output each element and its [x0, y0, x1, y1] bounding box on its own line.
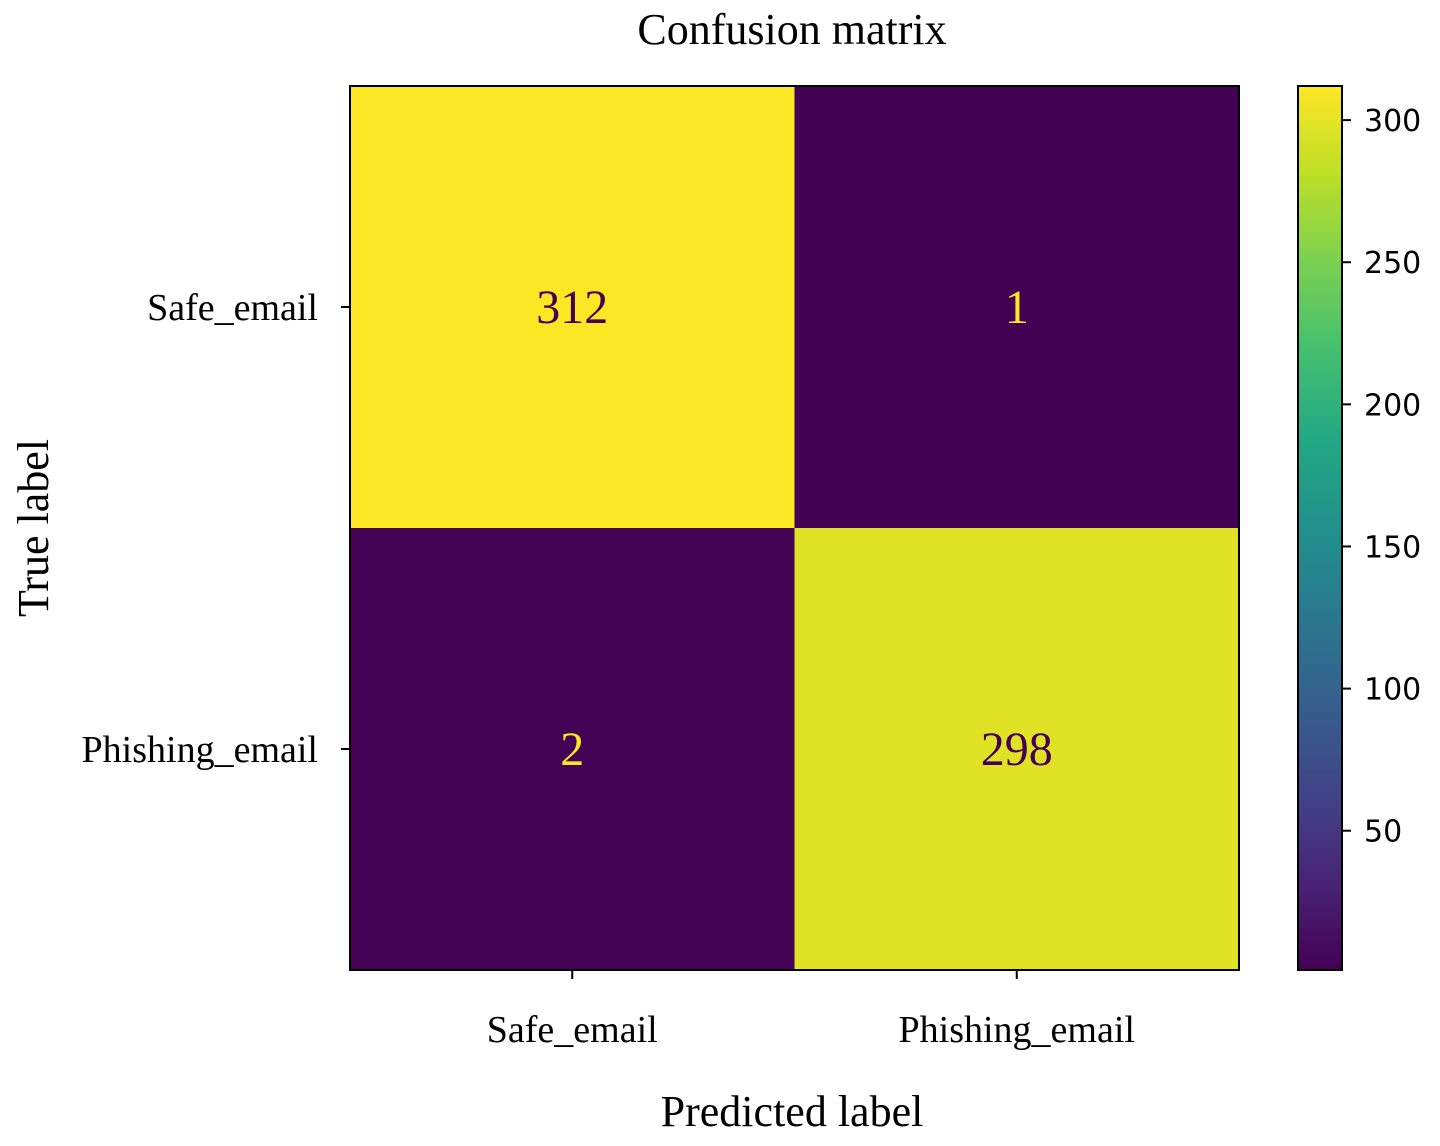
plot-frame: [349, 85, 1240, 971]
matrix-cell: [350, 528, 795, 970]
colorbar-tick-label: 200: [1364, 388, 1421, 423]
colorbar: [1297, 85, 1343, 971]
matrix-cell: [350, 86, 795, 528]
y-tick-label: Safe_email: [147, 287, 318, 329]
matrix-cell: [794, 86, 1239, 528]
y-axis-label: True label: [9, 439, 58, 617]
y-tick-label: Phishing_email: [82, 729, 318, 771]
cell-value-label: 312: [536, 281, 608, 334]
cell-value-label: 1: [1005, 281, 1029, 334]
colorbar-tick-label: 150: [1364, 530, 1421, 565]
x-ticks: Safe_email Phishing_email: [487, 970, 1135, 1051]
colorbar-ticks: 50 100 150 200 250 300: [1342, 104, 1421, 850]
x-axis-label: Predicted label: [661, 1087, 924, 1136]
y-ticks: Safe_email Phishing_email: [82, 287, 350, 771]
cell-value-label: 298: [981, 723, 1053, 776]
x-tick-label: Phishing_email: [899, 1009, 1135, 1051]
cell-value-label: 2: [560, 723, 584, 776]
chart-title: Confusion matrix: [637, 5, 946, 54]
heatmap-cells: 312 1 2 298: [350, 86, 1239, 970]
colorbar-tick-label: 100: [1364, 673, 1421, 708]
matrix-cell: [794, 528, 1239, 970]
x-tick-label: Safe_email: [487, 1009, 658, 1051]
colorbar-tick-label: 300: [1364, 104, 1421, 139]
colorbar-tick-label: 250: [1364, 246, 1421, 281]
colorbar-tick-label: 50: [1364, 815, 1402, 850]
